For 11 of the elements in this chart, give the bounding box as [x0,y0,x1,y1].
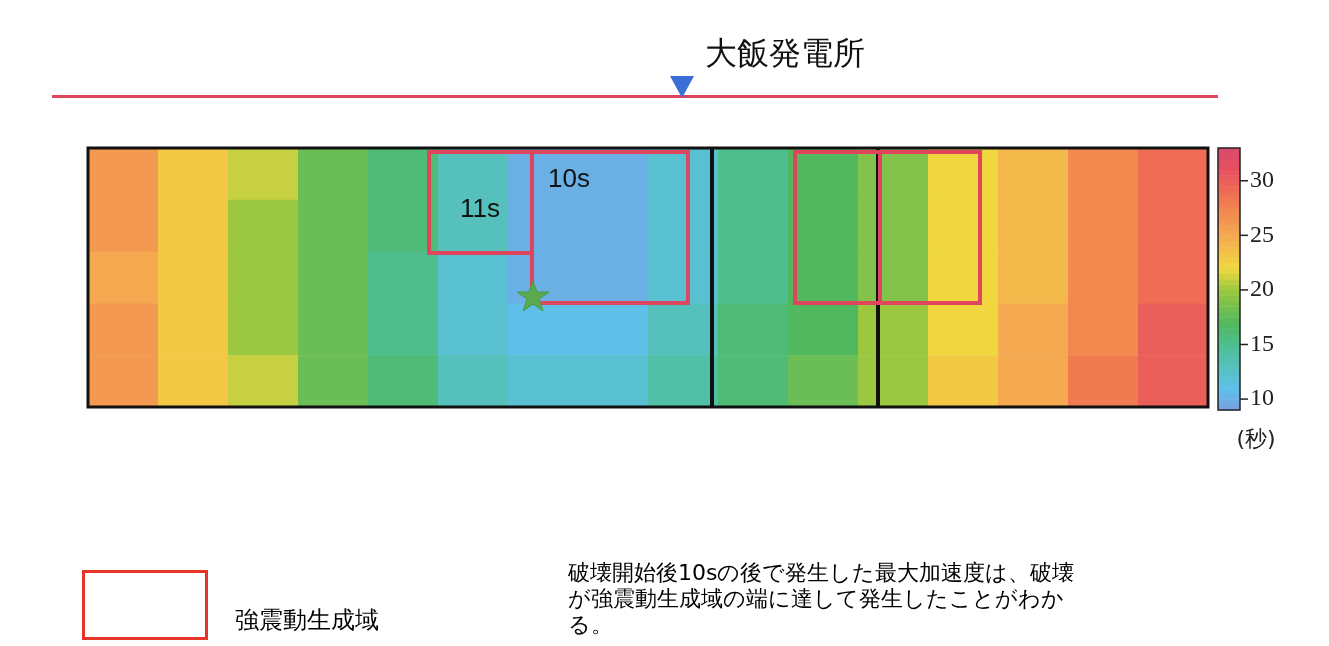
text: 破壊開始後10sの後で発生した最大加速度は、破壊が強震動生成域の端に達して発生したことがわかる。 [568,560,1076,638]
chart-title: 大飯発電所 [705,34,865,73]
color-bar-label: 15 [1250,329,1274,356]
color-bar-label: 30 [1250,166,1274,193]
color-bar-label: 25 [1250,220,1274,247]
color-bar-label: 10 [1250,384,1274,411]
color-bar-label: 20 [1250,275,1274,302]
annotation: 10s [548,163,590,194]
text: 強震動生成域 [235,605,379,636]
annotation: 11s [460,193,500,224]
color-bar-title: (秒) [1236,425,1276,451]
